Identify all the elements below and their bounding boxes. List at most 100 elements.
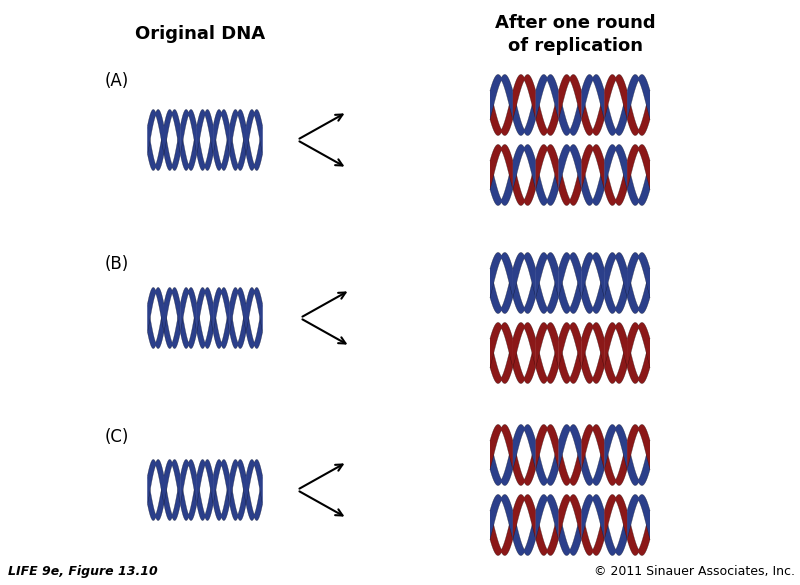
Polygon shape <box>604 144 627 189</box>
Polygon shape <box>536 441 558 486</box>
Polygon shape <box>627 425 650 470</box>
Polygon shape <box>214 126 230 171</box>
Polygon shape <box>558 74 582 119</box>
Polygon shape <box>627 160 650 205</box>
Polygon shape <box>147 304 164 349</box>
Polygon shape <box>513 253 536 297</box>
Polygon shape <box>558 91 582 136</box>
Polygon shape <box>214 459 230 504</box>
Polygon shape <box>558 253 582 297</box>
Polygon shape <box>627 441 650 486</box>
Polygon shape <box>147 287 164 332</box>
Polygon shape <box>490 339 513 384</box>
Polygon shape <box>627 253 650 298</box>
Polygon shape <box>604 91 627 136</box>
Polygon shape <box>604 74 627 119</box>
Polygon shape <box>513 511 536 556</box>
Polygon shape <box>197 304 214 349</box>
Polygon shape <box>604 441 627 486</box>
Polygon shape <box>536 339 558 384</box>
Polygon shape <box>513 161 536 205</box>
Polygon shape <box>490 322 513 367</box>
Polygon shape <box>490 441 513 486</box>
Polygon shape <box>197 287 214 332</box>
Polygon shape <box>513 441 536 486</box>
Polygon shape <box>536 91 558 136</box>
Polygon shape <box>490 425 513 470</box>
Polygon shape <box>180 109 197 154</box>
Polygon shape <box>246 126 262 171</box>
Polygon shape <box>230 109 246 154</box>
Polygon shape <box>490 494 513 539</box>
Text: (A): (A) <box>105 72 130 90</box>
Polygon shape <box>147 459 164 504</box>
Polygon shape <box>490 160 513 205</box>
Text: (C): (C) <box>105 428 130 446</box>
Polygon shape <box>164 304 180 349</box>
Polygon shape <box>627 269 650 314</box>
Polygon shape <box>558 511 582 556</box>
Polygon shape <box>490 269 513 314</box>
Polygon shape <box>604 511 627 556</box>
Polygon shape <box>230 476 246 521</box>
Polygon shape <box>558 441 582 486</box>
Polygon shape <box>180 476 197 521</box>
Polygon shape <box>147 109 164 154</box>
Polygon shape <box>214 287 230 332</box>
Polygon shape <box>558 160 582 205</box>
Polygon shape <box>246 459 262 504</box>
Polygon shape <box>627 322 650 367</box>
Polygon shape <box>536 425 558 469</box>
Polygon shape <box>180 126 197 171</box>
Text: After one round
of replication: After one round of replication <box>494 14 655 55</box>
Polygon shape <box>582 161 604 205</box>
Polygon shape <box>490 144 513 190</box>
Polygon shape <box>582 322 604 367</box>
Polygon shape <box>536 253 558 297</box>
Polygon shape <box>513 74 536 119</box>
Polygon shape <box>627 74 650 119</box>
Polygon shape <box>246 476 262 521</box>
Polygon shape <box>558 322 582 367</box>
Polygon shape <box>246 109 262 154</box>
Polygon shape <box>604 161 627 205</box>
Polygon shape <box>197 459 214 504</box>
Polygon shape <box>582 425 604 469</box>
Polygon shape <box>604 425 627 469</box>
Polygon shape <box>147 126 164 171</box>
Polygon shape <box>582 144 604 190</box>
Polygon shape <box>197 126 214 171</box>
Polygon shape <box>490 91 513 136</box>
Polygon shape <box>147 476 164 521</box>
Polygon shape <box>214 109 230 154</box>
Polygon shape <box>180 459 197 504</box>
Polygon shape <box>627 494 650 539</box>
Polygon shape <box>536 511 558 556</box>
Polygon shape <box>582 494 604 539</box>
Polygon shape <box>230 287 246 332</box>
Polygon shape <box>164 126 180 171</box>
Polygon shape <box>558 425 582 469</box>
Text: Original DNA: Original DNA <box>135 25 265 43</box>
Polygon shape <box>180 304 197 349</box>
Polygon shape <box>490 511 513 556</box>
Text: (B): (B) <box>105 255 130 273</box>
Polygon shape <box>582 253 604 297</box>
Polygon shape <box>536 144 558 190</box>
Polygon shape <box>604 339 627 384</box>
Polygon shape <box>164 459 180 504</box>
Polygon shape <box>230 459 246 504</box>
Polygon shape <box>604 269 627 314</box>
Polygon shape <box>513 425 536 469</box>
Polygon shape <box>513 322 536 367</box>
Polygon shape <box>490 74 513 119</box>
Polygon shape <box>164 287 180 332</box>
Polygon shape <box>214 304 230 349</box>
Polygon shape <box>536 269 558 314</box>
Polygon shape <box>180 287 197 332</box>
Polygon shape <box>164 109 180 154</box>
Polygon shape <box>604 494 627 539</box>
Polygon shape <box>536 161 558 205</box>
Polygon shape <box>214 476 230 521</box>
Polygon shape <box>246 304 262 349</box>
